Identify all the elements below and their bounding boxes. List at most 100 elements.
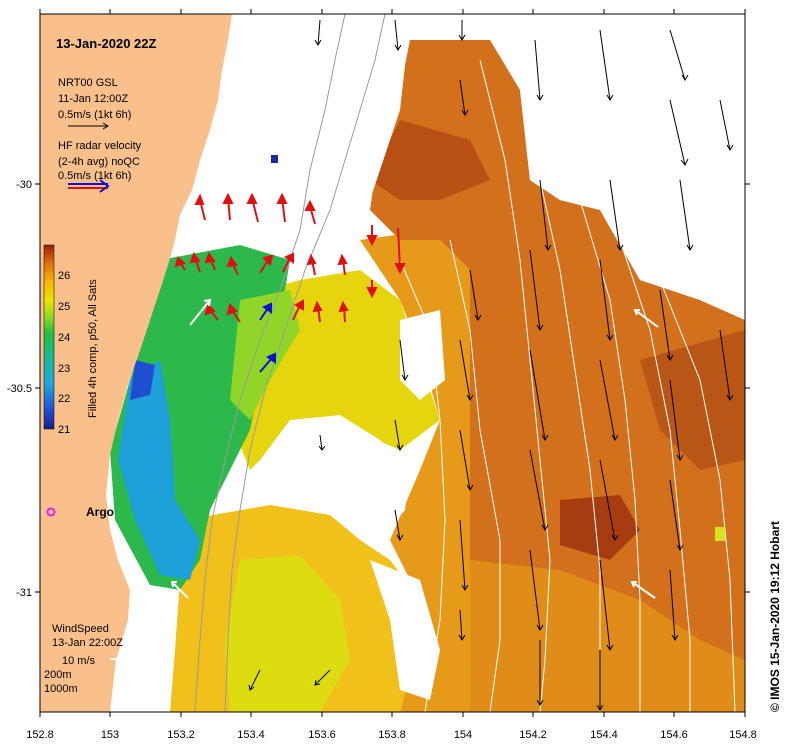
gsl-arrow: [609, 179, 624, 251]
gsl-arrow: [459, 519, 469, 591]
contour-legend-200m: 200m: [44, 669, 72, 681]
hf-arrow: [222, 192, 234, 221]
sst-coastal-darkblue: [130, 360, 155, 400]
hf-arrow: [226, 255, 239, 276]
gsl-legend-scale: 0.5m/s (1kt 6h): [58, 109, 131, 121]
x-tick-label: 153.8: [378, 729, 406, 741]
gsl-arrow: [394, 19, 402, 51]
hf-legend-sub: (2-4h avg) noQC: [58, 156, 140, 168]
wind-legend-scale: 10 m/s: [62, 655, 96, 667]
hf-radar-arrows: [174, 192, 406, 323]
colorbar-tick: 26: [58, 270, 70, 282]
hf-arrow-blue: [259, 352, 276, 373]
gsl-arrow: [669, 479, 684, 551]
gsl-arrow: [459, 429, 474, 491]
sst-green-lime: [230, 290, 300, 420]
x-tick-label: 154.2: [519, 729, 547, 741]
contour-1000m: [224, 14, 386, 712]
x-tick-label: 154.6: [660, 729, 688, 741]
gsl-arrow: [599, 359, 619, 441]
gsl-arrow: [669, 379, 684, 461]
hf-arrow: [292, 299, 304, 321]
gsl-arrow: [534, 39, 544, 101]
gsl-arrow: [669, 29, 689, 81]
argo-marker-icon: [46, 507, 56, 517]
wind-arrow: [170, 581, 189, 599]
sst-lower-orange: [470, 560, 745, 712]
contour-legend-1000m: 1000m: [44, 683, 78, 695]
hf-arrow: [304, 199, 316, 225]
x-tick-label: 153: [101, 729, 119, 741]
colorbar-label: Filled 4h comp, p50, All Sats: [87, 279, 99, 418]
gsl-arrow: [596, 650, 604, 711]
sst-offshore-brown: [370, 40, 745, 712]
hf-legend-arrow-icon: [68, 179, 110, 193]
gsl-arrow: [529, 249, 544, 331]
legend: 13-Jan-2020 22Z NRT00 GSL 11-Jan 12:00Z …: [43, 36, 157, 695]
cloud-gap-north: [220, 20, 410, 240]
y-axis: [35, 183, 750, 593]
hf-arrow: [259, 254, 274, 274]
hf-arrow: [366, 225, 378, 247]
gsl-arrow: [599, 29, 614, 101]
credit-label: © IMOS 15-Jan-2020 19:12 Hobart: [768, 521, 782, 712]
hf-arrow: [194, 193, 206, 221]
gsl-arrow: [458, 609, 466, 641]
gsl-arrow: [529, 349, 549, 441]
hf-arrow-blue: [259, 302, 272, 321]
gsl-arrow: [529, 449, 549, 531]
colorbar-ticks: 26 25 24 23 22 21: [58, 270, 70, 436]
colorbar-tick: 23: [58, 363, 70, 375]
hf-arrow: [366, 280, 378, 299]
colorbar-tick: 21: [58, 424, 70, 436]
sst-east-darkbrown: [640, 330, 745, 470]
gsl-arrow: [659, 289, 674, 361]
hf-arrow: [204, 251, 216, 271]
gsl-arrow: [458, 20, 466, 41]
sst-warm-core: [560, 495, 640, 560]
x-tick-label: 153.2: [167, 729, 195, 741]
gsl-arrow: [314, 669, 331, 686]
sst-pixel: [715, 527, 725, 541]
gsl-arrow: [248, 669, 261, 691]
gsl-arrow: [314, 19, 322, 46]
hf-arrow: [337, 253, 348, 276]
x-tick-label: 152.8: [26, 729, 54, 741]
gsl-arrow: [599, 259, 614, 341]
x-tick-labels: 152.8 153 153.2 153.4 153.6 153.8 154 15…: [26, 729, 757, 741]
wind-arrow: [630, 581, 656, 599]
sst-field: [110, 20, 745, 712]
hf-radar-arrows-blue: [259, 302, 276, 373]
colorbar-tick: 22: [58, 393, 70, 405]
gsl-legend-arrow-icon: [68, 122, 109, 130]
gsl-arrow: [539, 179, 552, 251]
cloud-gap-south: [370, 560, 440, 700]
gsl-arrow: [318, 434, 326, 451]
gsl-arrow: [669, 99, 689, 166]
wind-legend-date: 13-Jan 22:00Z: [52, 637, 123, 649]
x-tick-label: 154: [454, 729, 472, 741]
hf-arrow: [282, 252, 294, 273]
hf-arrow: [204, 303, 219, 321]
x-tick-label: 154.4: [590, 729, 618, 741]
cloud-gap-east: [490, 20, 745, 320]
sst-coastal-blue: [118, 360, 200, 580]
gsl-arrow: [679, 179, 694, 251]
cloud-gap-mid: [400, 310, 445, 400]
gsl-current-arrows: [248, 19, 734, 711]
hf-arrow: [226, 303, 241, 323]
hf-arrow: [174, 256, 186, 271]
gsl-arrow: [529, 549, 544, 631]
wind-arrow: [633, 309, 659, 328]
gsl-arrow: [599, 559, 614, 651]
hf-legend-scale: 0.5m/s (1kt 6h): [58, 170, 131, 182]
gsl-arrow: [669, 569, 679, 641]
x-tick-label: 153.4: [237, 729, 265, 741]
gsl-arrow: [459, 79, 469, 116]
gsl-legend-date: 11-Jan 12:00Z: [58, 93, 128, 105]
hf-arrow: [338, 300, 349, 323]
gsl-arrow: [536, 640, 544, 706]
x-tick-label: 153.6: [308, 729, 336, 741]
wind-legend-title: WindSpeed: [52, 623, 109, 635]
